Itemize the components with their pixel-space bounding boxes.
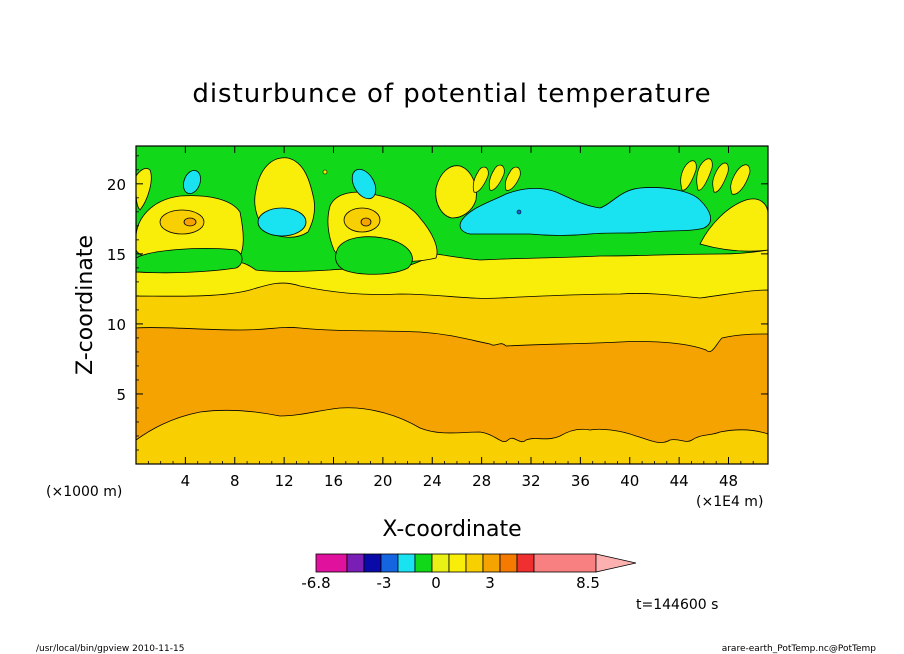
cyan-ellipse-2 xyxy=(257,207,307,237)
plot-frame xyxy=(135,145,769,465)
colorbar-swatch xyxy=(363,553,382,573)
y-tick-label: 15 xyxy=(107,246,126,264)
footer-left: /usr/local/bin/gpview 2010-11-15 xyxy=(36,644,184,654)
x-tick-label: 40 xyxy=(620,472,639,490)
colorbar-swatch xyxy=(431,553,450,573)
x-tick-label: 4 xyxy=(181,472,191,490)
colorbar-swatch xyxy=(380,553,399,573)
colorbar-swatch xyxy=(414,553,433,573)
striation-6 xyxy=(712,162,729,193)
x-tick-label: 16 xyxy=(324,472,343,490)
x-tick-label: 12 xyxy=(275,472,294,490)
bump-yellow-5 xyxy=(699,198,768,252)
colorbar-label: 3 xyxy=(485,574,495,592)
striation-5 xyxy=(696,158,713,191)
y-axis-label: Z-coordinate xyxy=(73,235,98,375)
colorbar-label: -3 xyxy=(377,574,392,592)
time-label: t=144600 s xyxy=(636,597,718,613)
bump-yellow-4 xyxy=(435,165,477,219)
chart-title: disturbunce of potential temperature xyxy=(192,79,711,109)
colorbar-swatch xyxy=(448,553,467,573)
colorbar-swatch xyxy=(499,553,518,573)
y-axis: 5 10 15 20 xyxy=(107,155,768,451)
colorbar-arrow xyxy=(595,553,637,573)
x-axis-label: X-coordinate xyxy=(382,517,521,542)
colorbar-label: -6.8 xyxy=(301,574,330,592)
y-tick-label: 10 xyxy=(107,316,126,334)
colorbar-swatch xyxy=(346,553,365,573)
cyan-ellipse-1 xyxy=(183,169,201,195)
x-unit-label: (×1E4 m) xyxy=(696,494,763,510)
colorbar-swatch xyxy=(465,553,484,573)
y-unit-label: (×1000 m) xyxy=(46,484,122,500)
footer-right: arare-earth_PotTemp.nc@PotTemp xyxy=(722,644,877,654)
striation-2 xyxy=(488,164,505,191)
orange-core-2-inner xyxy=(360,217,372,227)
colorbar: -6.8 -3 0 3 8.5 xyxy=(301,553,637,592)
colorbar-swatch xyxy=(315,553,348,573)
colorbar-label: 0 xyxy=(431,574,441,592)
x-tick-label: 24 xyxy=(423,472,442,490)
striation-1 xyxy=(472,166,489,193)
plot-area xyxy=(136,146,768,464)
cyan-ellipse-3 xyxy=(351,168,377,200)
x-tick-label: 48 xyxy=(719,472,738,490)
y-tick-label: 5 xyxy=(116,386,126,404)
colorbar-swatch xyxy=(516,553,535,573)
x-tick-label: 44 xyxy=(670,472,689,490)
y-tick-label: 20 xyxy=(107,176,126,194)
striation-3 xyxy=(504,166,521,191)
orange-core-1-inner xyxy=(183,217,197,227)
layer-gold-bottom xyxy=(136,407,768,464)
green-island-1 xyxy=(335,236,413,275)
tiny-dot-blue xyxy=(516,209,522,215)
cyan-region-large xyxy=(459,187,712,236)
colorbar-swatch xyxy=(482,553,501,573)
x-tick-label: 8 xyxy=(230,472,240,490)
x-tick-label: 28 xyxy=(472,472,491,490)
colorbar-swatch xyxy=(397,553,416,573)
x-axis: 4 8 12 16 20 24 28 32 36 40 44 48 xyxy=(147,146,754,490)
striation-4 xyxy=(680,160,697,191)
x-tick-label: 32 xyxy=(521,472,540,490)
striation-7 xyxy=(730,164,751,195)
x-tick-label: 36 xyxy=(571,472,590,490)
green-band-left xyxy=(136,248,243,274)
colorbar-swatch xyxy=(533,553,597,573)
colorbar-label: 8.5 xyxy=(576,574,600,592)
x-tick-label: 20 xyxy=(373,472,392,490)
tiny-dot xyxy=(322,169,328,175)
orange-core-1 xyxy=(159,209,205,235)
